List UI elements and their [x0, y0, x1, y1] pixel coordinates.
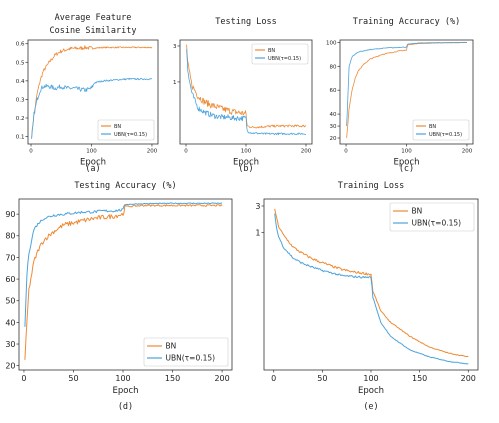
panel-b-series-ubn-line [186, 49, 307, 136]
panel-a-series-ubn-line [31, 77, 153, 139]
panel-a-caption: (a) [85, 164, 100, 174]
legend-label-ubn: UBN(τ=0.15) [114, 132, 147, 138]
x-tick-label: 0 [271, 374, 276, 383]
y-tick-label: 30 [330, 124, 337, 130]
y-tick-label: 0.5 [16, 60, 25, 66]
x-tick-label: 200 [214, 374, 229, 383]
panel-b-title: Testing Loss [215, 17, 276, 27]
x-tick-label: 50 [68, 374, 78, 383]
y-tick-label: 3 [255, 202, 260, 211]
y-tick-label: 90 [5, 210, 15, 219]
y-tick-label: 60 [330, 88, 337, 94]
y-tick-label: 70 [5, 253, 15, 262]
legend-label-bn: BN [268, 48, 275, 54]
panel-a-xlabel: Epoch [80, 158, 106, 168]
panel-d: Testing Accuracy (%) 0 50 100 150 200 20 30 40 50… [5, 181, 233, 412]
y-tick-label: 0.2 [16, 116, 25, 122]
panel-e-title: Training Loss [338, 181, 405, 191]
panel-b-legend [251, 43, 309, 65]
panel-c-legend [412, 119, 470, 141]
legend-label-bn: BN [429, 124, 436, 130]
panel-b: Testing Loss 0 100 200 3 1 BN UBN(τ=0.15) Epoch(… [173, 17, 313, 174]
x-tick-label: 0 [21, 374, 26, 383]
panel-a-frame [27, 39, 159, 145]
x-tick-label: 200 [461, 374, 476, 383]
y-tick-label: 1 [255, 229, 260, 238]
y-tick-label: 0.4 [16, 79, 25, 85]
x-tick-label: 100 [363, 374, 378, 383]
panel-d-legend [143, 337, 229, 367]
y-tick-label: 100 [326, 40, 337, 46]
legend-label-bn: BN [412, 207, 423, 216]
panel-d-xlabel: Epoch [112, 386, 138, 396]
y-tick-label: 50 [5, 297, 15, 306]
y-tick-label: 60 [5, 275, 15, 284]
y-tick-label: 0.6 [16, 42, 25, 48]
panel-d-caption: (d) [118, 402, 133, 412]
x-tick-label: 200 [462, 149, 473, 155]
y-tick-label: 0.3 [16, 97, 25, 103]
x-tick-label: 150 [412, 374, 427, 383]
legend-label-bn: BN [166, 342, 177, 351]
panel-e-caption: (e) [363, 402, 378, 412]
x-tick-label: 100 [115, 374, 130, 383]
x-tick-label: 0 [184, 149, 188, 155]
panel-a: Average Feature Cosine Similarity 0 100 200 0… [16, 13, 159, 174]
panel-d-frame [18, 198, 233, 371]
legend-label-ubn: UBN(τ=0.15) [166, 354, 216, 363]
y-tick-label: 1 [173, 80, 177, 86]
panel-a-title: Cosine Similarity [50, 26, 137, 36]
legend-label-ubn: UBN(τ=0.15) [268, 56, 301, 62]
x-tick-label: 100 [241, 149, 252, 155]
x-tick-label: 200 [301, 149, 312, 155]
panel-e-xlabel: Epoch [358, 386, 384, 396]
panel-a-legend [97, 119, 155, 141]
x-tick-label: 0 [29, 149, 33, 155]
x-tick-label: 50 [317, 374, 327, 383]
legend-label-bn: BN [114, 124, 121, 130]
panel-d-series-bn-line [24, 203, 223, 360]
panel-c-title: Training Accuracy (%) [353, 17, 460, 27]
panel-d-title: Testing Accuracy (%) [74, 181, 176, 191]
x-tick-label: 100 [401, 149, 412, 155]
y-tick-label: 20 [5, 362, 15, 371]
legend-label-ubn: UBN(τ=0.15) [429, 132, 462, 138]
x-tick-label: 0 [344, 149, 348, 155]
panel-e-legend [389, 202, 475, 232]
panel-a-series-bn-line [31, 45, 153, 139]
y-tick-label: 30 [5, 340, 15, 349]
y-tick-label: 0.1 [16, 135, 25, 141]
y-tick-label: 80 [330, 64, 337, 70]
panel-b-caption: (b) [238, 164, 253, 174]
panel-a-title: Average Feature [55, 13, 132, 23]
panel-c-series-ubn-line [346, 41, 467, 127]
y-tick-label: 20 [330, 136, 337, 142]
panel-e: Training Loss 0 50 100 150 200 3 1 BN UBN(τ=0.15)… [255, 181, 479, 412]
y-tick-label: 40 [5, 318, 15, 327]
y-tick-label: 80 [5, 232, 15, 241]
legend-label-ubn: UBN(τ=0.15) [412, 219, 462, 228]
y-tick-label: 40 [330, 112, 337, 118]
x-tick-label: 100 [86, 149, 97, 155]
panel-c-xlabel: Epoch [393, 158, 419, 168]
x-tick-label: 200 [147, 149, 158, 155]
y-tick-label: 3 [173, 44, 177, 50]
panel-b-xlabel: Epoch [233, 158, 259, 168]
x-tick-label: 150 [165, 374, 180, 383]
panel-c: Training Accuracy (%) 0 100 200 20 30 40 60 80 10… [326, 17, 474, 174]
panel-e-series-ubn-line [274, 213, 469, 365]
panel-d-series-ubn-line [24, 202, 223, 327]
panel-c-caption: (c) [399, 164, 414, 174]
